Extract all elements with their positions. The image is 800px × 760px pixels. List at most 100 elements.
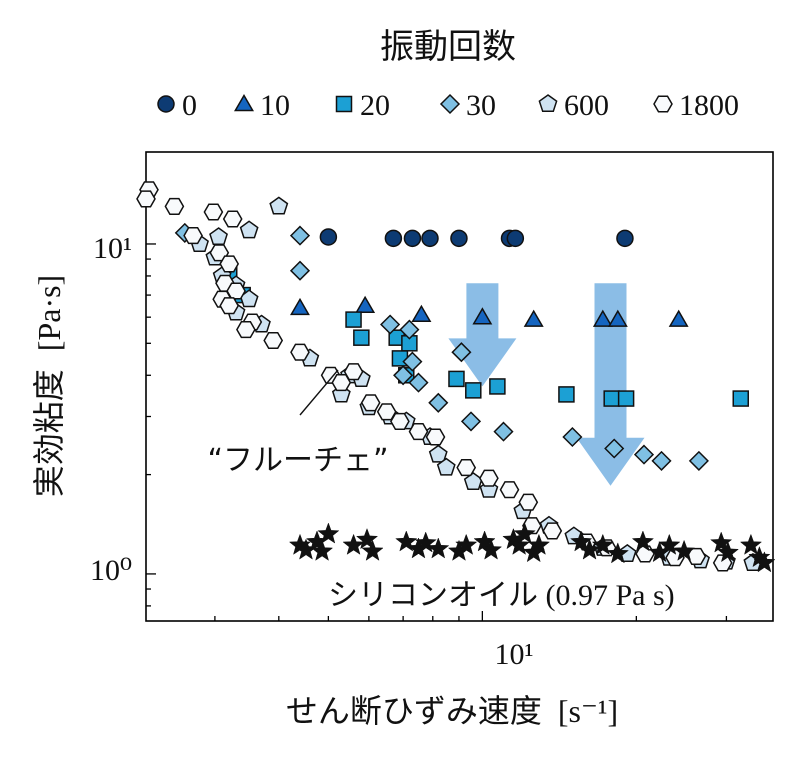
point-diamond-9 [451,342,472,363]
point-square-9 [448,370,465,388]
legend-marker-pentagon [538,94,558,113]
point-circle-7 [506,229,525,248]
x-axis-label: せん断ひずみ速度 [s⁻¹] [286,692,618,730]
point-triangle-6 [592,309,613,327]
y-tick-label-1: 10⁰ [90,554,132,587]
legend-item-10: 10 [233,89,290,122]
point-hexagon-28 [518,493,539,511]
svg-text:実効粘度 [Pa·s]: 実効粘度 [Pa·s] [30,275,68,497]
legend-label: 20 [360,89,390,122]
point-square-13 [603,390,620,407]
point-diamond-7 [393,365,414,386]
point-star-28 [658,533,681,555]
point-star-4 [310,539,334,561]
point-star-31 [716,540,739,563]
point-hexagon-26 [479,469,499,487]
legend-label: 0 [182,89,197,122]
point-hexagon-20 [360,394,381,412]
point-hexagon-27 [499,481,520,499]
point-pentagon-3 [209,227,228,246]
point-pentagon-1 [269,196,289,215]
legend-marker-hexagon [653,95,673,113]
point-hexagon-14 [236,321,256,339]
point-diamond-3 [289,260,311,281]
point-triangle-8 [668,309,689,327]
point-star-19 [513,522,536,544]
point-star-12 [427,537,450,559]
point-circle-8 [616,229,634,248]
point-triangle-1 [289,297,310,316]
point-diamond-13 [562,426,583,448]
point-star-6 [342,533,365,555]
point-square-10 [465,382,482,399]
point-diamond-8 [408,372,429,393]
point-hexagon-24 [425,428,446,446]
legend-title: 振動回数 [380,27,516,67]
axis-ticks [146,243,728,621]
legend-marker-circle [157,95,175,113]
point-pentagon-2 [239,220,259,239]
point-circle-4 [421,229,439,248]
point-diamond-16 [651,450,672,471]
point-star-29 [673,539,696,561]
x-axis-unit: [s⁻¹] [558,693,618,729]
point-circle-2 [384,229,403,248]
point-star-14 [455,533,478,555]
series-1 [319,228,634,248]
legend-item-0: 0 [157,89,197,122]
point-circle-5 [450,229,468,248]
point-hexagon-6 [222,210,243,228]
point-triangle-2 [355,295,376,313]
y-tick-label-10: 10¹ [93,232,132,265]
point-hexagon-19 [343,363,364,381]
point-pentagon-19 [428,444,448,463]
legend-items: 0 10 20 30 600 1800 [157,89,739,122]
series-markers [136,181,776,573]
legend-label: 600 [564,89,609,122]
point-diamond-2 [289,225,311,246]
y-axis-label: 実効粘度 [Pa·s] [30,275,68,497]
point-diamond-11 [460,411,482,432]
trend-arrow-2 [576,283,645,486]
point-star-11 [414,531,437,553]
point-triangle-4 [472,307,493,325]
point-diamond-17 [688,450,709,471]
point-circle-3 [403,229,422,248]
point-diamond-4 [380,314,401,335]
point-star-9 [395,530,418,552]
silicone-oil-viscosity: (0.97 Pa s) [546,579,675,612]
series-7 [288,522,776,573]
point-diamond-12 [493,421,514,442]
silicone-oil-name: シリコンオイル [328,578,538,613]
legend-marker-square [335,95,353,113]
legend-item-600: 600 [538,89,609,122]
legend-label: 30 [466,89,496,122]
point-star-24 [591,533,614,555]
legend-item-20: 20 [335,89,390,122]
point-diamond-5 [399,319,420,340]
point-hexagon-3 [164,197,185,215]
point-hexagon-22 [390,412,410,430]
point-diamond-6 [402,351,423,372]
point-pentagon-20 [436,457,456,476]
y-axis-title: 実効粘度 [30,369,68,497]
point-star-18 [508,533,531,555]
point-star-7 [355,527,379,550]
point-star-21 [527,533,551,555]
point-hexagon-2 [136,190,156,208]
series-2 [289,295,689,327]
point-hexagon-12 [219,297,240,315]
point-hexagon-8 [219,255,240,273]
trend-arrows [448,283,645,486]
point-diamond-14 [604,438,625,459]
x-axis-title: せん断ひずみ速度 [286,692,542,730]
y-axis-unit: [Pa·s] [31,275,67,351]
point-triangle-7 [607,309,628,327]
x-tick-label-10: 10¹ [495,638,534,671]
point-diamond-15 [633,444,655,465]
point-star-30 [710,531,733,553]
silicone-oil-label: シリコンオイル (0.97 Pa s) [328,578,675,613]
point-hexagon-23 [408,423,429,441]
point-circle-1 [319,228,338,246]
